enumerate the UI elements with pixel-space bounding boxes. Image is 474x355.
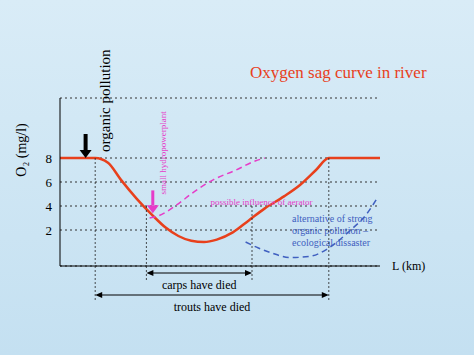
svg-text:O₂ (mg/l): O₂ (mg/l) [14,123,30,177]
svg-text:6: 6 [46,175,53,190]
svg-text:L (km): L (km) [392,259,425,273]
svg-text:possible influence of aerator: possible influence of aerator [210,197,312,207]
svg-text:Oxygen sag curve in river: Oxygen sag curve in river [250,63,427,82]
svg-text:alternative of strongorganic p: alternative of strongorganic pollution –… [292,213,373,248]
svg-text:carps have died: carps have died [162,278,237,292]
svg-text:trouts have died: trouts have died [174,300,251,314]
svg-text:organic pollution: organic pollution [97,49,113,152]
svg-text:8: 8 [46,151,53,166]
svg-text:4: 4 [46,199,53,214]
svg-text:2: 2 [46,223,53,238]
svg-text:small hydropowerplant: small hydropowerplant [158,111,168,195]
